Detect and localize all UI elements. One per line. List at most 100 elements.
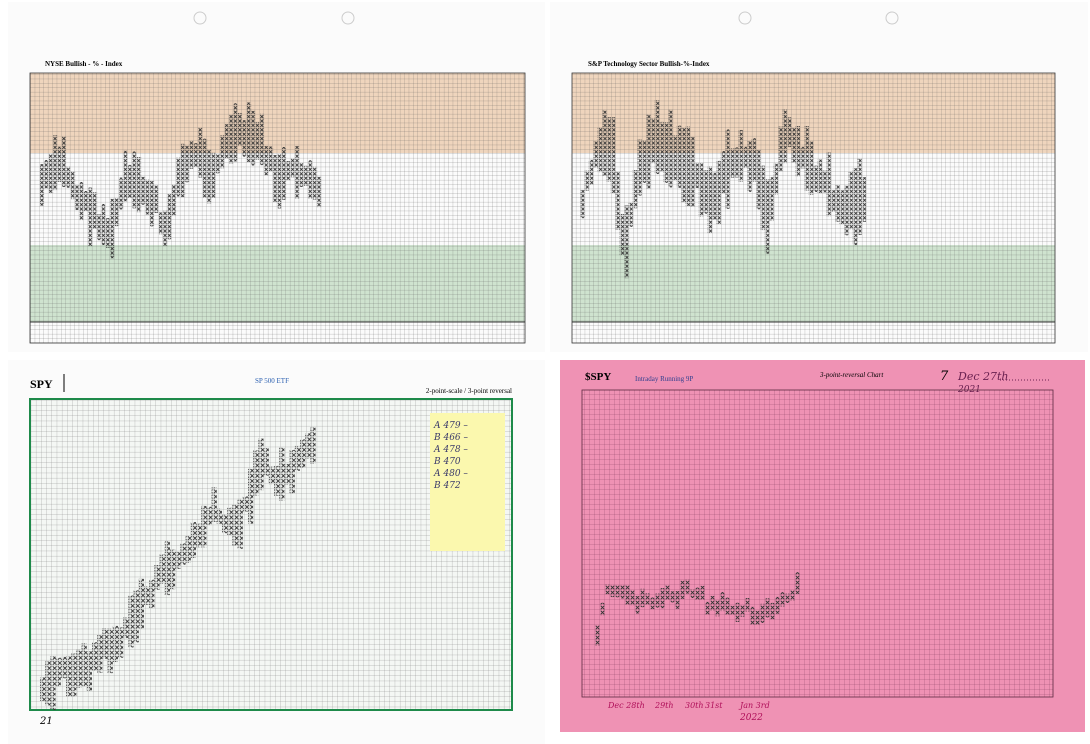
column bbox=[118, 627, 124, 658]
column bbox=[844, 185, 849, 236]
column bbox=[150, 180, 155, 227]
column bbox=[128, 595, 134, 648]
column bbox=[645, 593, 650, 605]
column bbox=[730, 605, 735, 615]
column bbox=[655, 593, 660, 608]
column bbox=[88, 187, 93, 247]
column bbox=[765, 598, 770, 618]
column bbox=[650, 117, 655, 164]
column bbox=[775, 596, 780, 614]
column bbox=[101, 203, 106, 246]
date-label: Jan 3rd bbox=[738, 701, 770, 710]
column bbox=[190, 522, 196, 558]
column bbox=[71, 653, 77, 697]
column bbox=[164, 541, 170, 596]
column bbox=[154, 185, 159, 214]
sticky-line: B 466 – bbox=[433, 433, 469, 443]
column bbox=[588, 159, 594, 185]
column bbox=[207, 149, 212, 204]
column bbox=[159, 554, 165, 584]
column bbox=[202, 138, 208, 198]
column bbox=[102, 628, 108, 659]
columns bbox=[580, 100, 866, 279]
column bbox=[740, 605, 745, 617]
column bbox=[685, 126, 690, 206]
column bbox=[778, 126, 783, 172]
column bbox=[857, 158, 862, 236]
column bbox=[584, 170, 589, 191]
column bbox=[66, 656, 72, 697]
footer: 21 bbox=[39, 716, 53, 727]
column bbox=[725, 597, 730, 616]
column bbox=[813, 165, 818, 192]
column bbox=[53, 135, 58, 191]
column bbox=[610, 117, 616, 193]
column bbox=[81, 643, 87, 687]
column bbox=[229, 114, 234, 164]
column bbox=[782, 109, 787, 164]
column bbox=[92, 192, 98, 229]
column bbox=[284, 463, 290, 485]
column bbox=[735, 602, 740, 622]
column bbox=[277, 153, 282, 209]
column bbox=[86, 651, 92, 691]
column bbox=[176, 157, 181, 197]
column bbox=[597, 127, 602, 173]
column bbox=[60, 656, 66, 679]
column bbox=[795, 125, 800, 177]
column bbox=[123, 617, 129, 639]
column bbox=[635, 596, 640, 614]
column bbox=[785, 593, 790, 603]
column bbox=[92, 642, 98, 671]
column bbox=[835, 184, 840, 222]
punch-hole bbox=[885, 11, 899, 25]
column bbox=[624, 205, 629, 279]
column bbox=[822, 170, 827, 193]
column bbox=[211, 152, 216, 198]
column bbox=[703, 170, 708, 214]
column bbox=[716, 160, 721, 225]
column bbox=[742, 146, 748, 169]
column bbox=[251, 110, 256, 166]
column bbox=[128, 164, 133, 198]
column bbox=[70, 171, 76, 200]
sticky-lines: A 479 – B 466 – A 478 – B 470 A 480 – B 472 bbox=[433, 421, 469, 491]
column bbox=[817, 159, 822, 193]
column bbox=[50, 656, 56, 711]
column bbox=[619, 213, 624, 256]
column bbox=[264, 146, 269, 176]
column bbox=[172, 184, 177, 217]
punch-hole bbox=[341, 11, 355, 25]
column bbox=[690, 589, 695, 599]
column bbox=[167, 194, 172, 240]
column bbox=[189, 140, 194, 169]
column bbox=[233, 103, 238, 162]
sheet-title: S&P Technology Sector Bullish-%-Index bbox=[588, 60, 710, 68]
column bbox=[97, 635, 103, 673]
column bbox=[246, 102, 252, 163]
subtitle: Intraday Running 9P bbox=[635, 375, 693, 383]
column bbox=[605, 584, 610, 595]
column bbox=[227, 507, 233, 536]
column bbox=[637, 139, 642, 196]
column bbox=[40, 677, 46, 701]
columns bbox=[595, 572, 800, 646]
columns bbox=[40, 427, 316, 711]
column bbox=[119, 177, 124, 210]
column bbox=[707, 166, 712, 234]
column bbox=[751, 138, 756, 182]
column bbox=[136, 156, 142, 213]
column bbox=[138, 578, 144, 629]
column bbox=[808, 141, 814, 195]
column bbox=[198, 127, 203, 178]
column bbox=[680, 580, 685, 599]
column bbox=[185, 535, 191, 563]
column bbox=[268, 146, 274, 171]
column bbox=[279, 447, 285, 501]
column bbox=[48, 153, 54, 193]
column bbox=[79, 182, 84, 221]
columns bbox=[40, 102, 322, 259]
column bbox=[628, 202, 633, 227]
column bbox=[580, 189, 585, 219]
